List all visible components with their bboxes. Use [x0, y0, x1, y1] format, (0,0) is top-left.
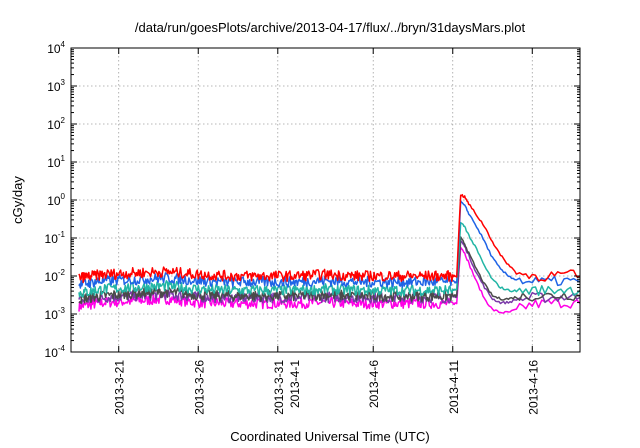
y-tick-exponent: -2 [58, 268, 66, 277]
y-tick-exponent: 4 [61, 40, 66, 49]
x-tick-label: 2013-3-21 [113, 360, 127, 415]
series-line [78, 221, 581, 298]
y-tick-label: 10-1 [45, 230, 66, 246]
grid [71, 47, 580, 353]
x-axis-label: Coordinated Universal Time (UTC) [230, 429, 429, 444]
y-tick-base: 10 [47, 42, 61, 56]
y-tick-base: 10 [45, 232, 59, 246]
x-tick-label: 2013-4-6 [367, 360, 381, 408]
y-tick-exponent: 1 [61, 154, 66, 163]
y-tick-exponent: -1 [58, 230, 66, 239]
y-tick-base: 10 [47, 118, 61, 132]
series-line [78, 193, 581, 284]
y-tick-base: 10 [47, 194, 61, 208]
y-tick-exponent: 0 [61, 192, 66, 201]
y-tick-exponent: 2 [61, 116, 66, 125]
y-tick-label: 104 [47, 40, 65, 56]
y-tick-label: 101 [47, 154, 65, 170]
y-tick-label: 10-3 [45, 306, 66, 322]
y-tick-base: 10 [45, 308, 59, 322]
x-tick-label: 2013-4-11 [447, 360, 461, 414]
y-axis-label: cGy/day [10, 176, 25, 224]
series-line [78, 200, 581, 289]
x-tick-label: 2013-3-26 [192, 360, 206, 415]
y-tick-base: 10 [45, 346, 59, 360]
series-group [78, 193, 581, 314]
y-tick-base: 10 [45, 270, 59, 284]
y-tick-exponent: -4 [58, 344, 66, 353]
y-tick-label: 102 [47, 116, 65, 132]
y-tick-label: 10-2 [45, 268, 66, 284]
chart-title: /data/run/goesPlots/archive/2013-04-17/f… [135, 20, 526, 35]
x-tick-label: 2013-4-1 [288, 360, 302, 408]
x-axis: 2013-3-21 2013-3-26 2013-3-31 2013-4-1 2013-… [113, 48, 540, 415]
y-tick-exponent: -3 [58, 306, 66, 315]
y-tick-base: 10 [47, 80, 61, 94]
x-tick-label: 2013-4-16 [526, 360, 540, 415]
x-tick-label: 2013-3-31 [272, 360, 286, 415]
y-tick-base: 10 [47, 156, 61, 170]
y-tick-exponent: 3 [61, 78, 66, 87]
y-tick-label: 10-4 [45, 344, 66, 360]
y-tick-label: 100 [47, 192, 65, 208]
y-tick-label: 103 [47, 78, 65, 94]
